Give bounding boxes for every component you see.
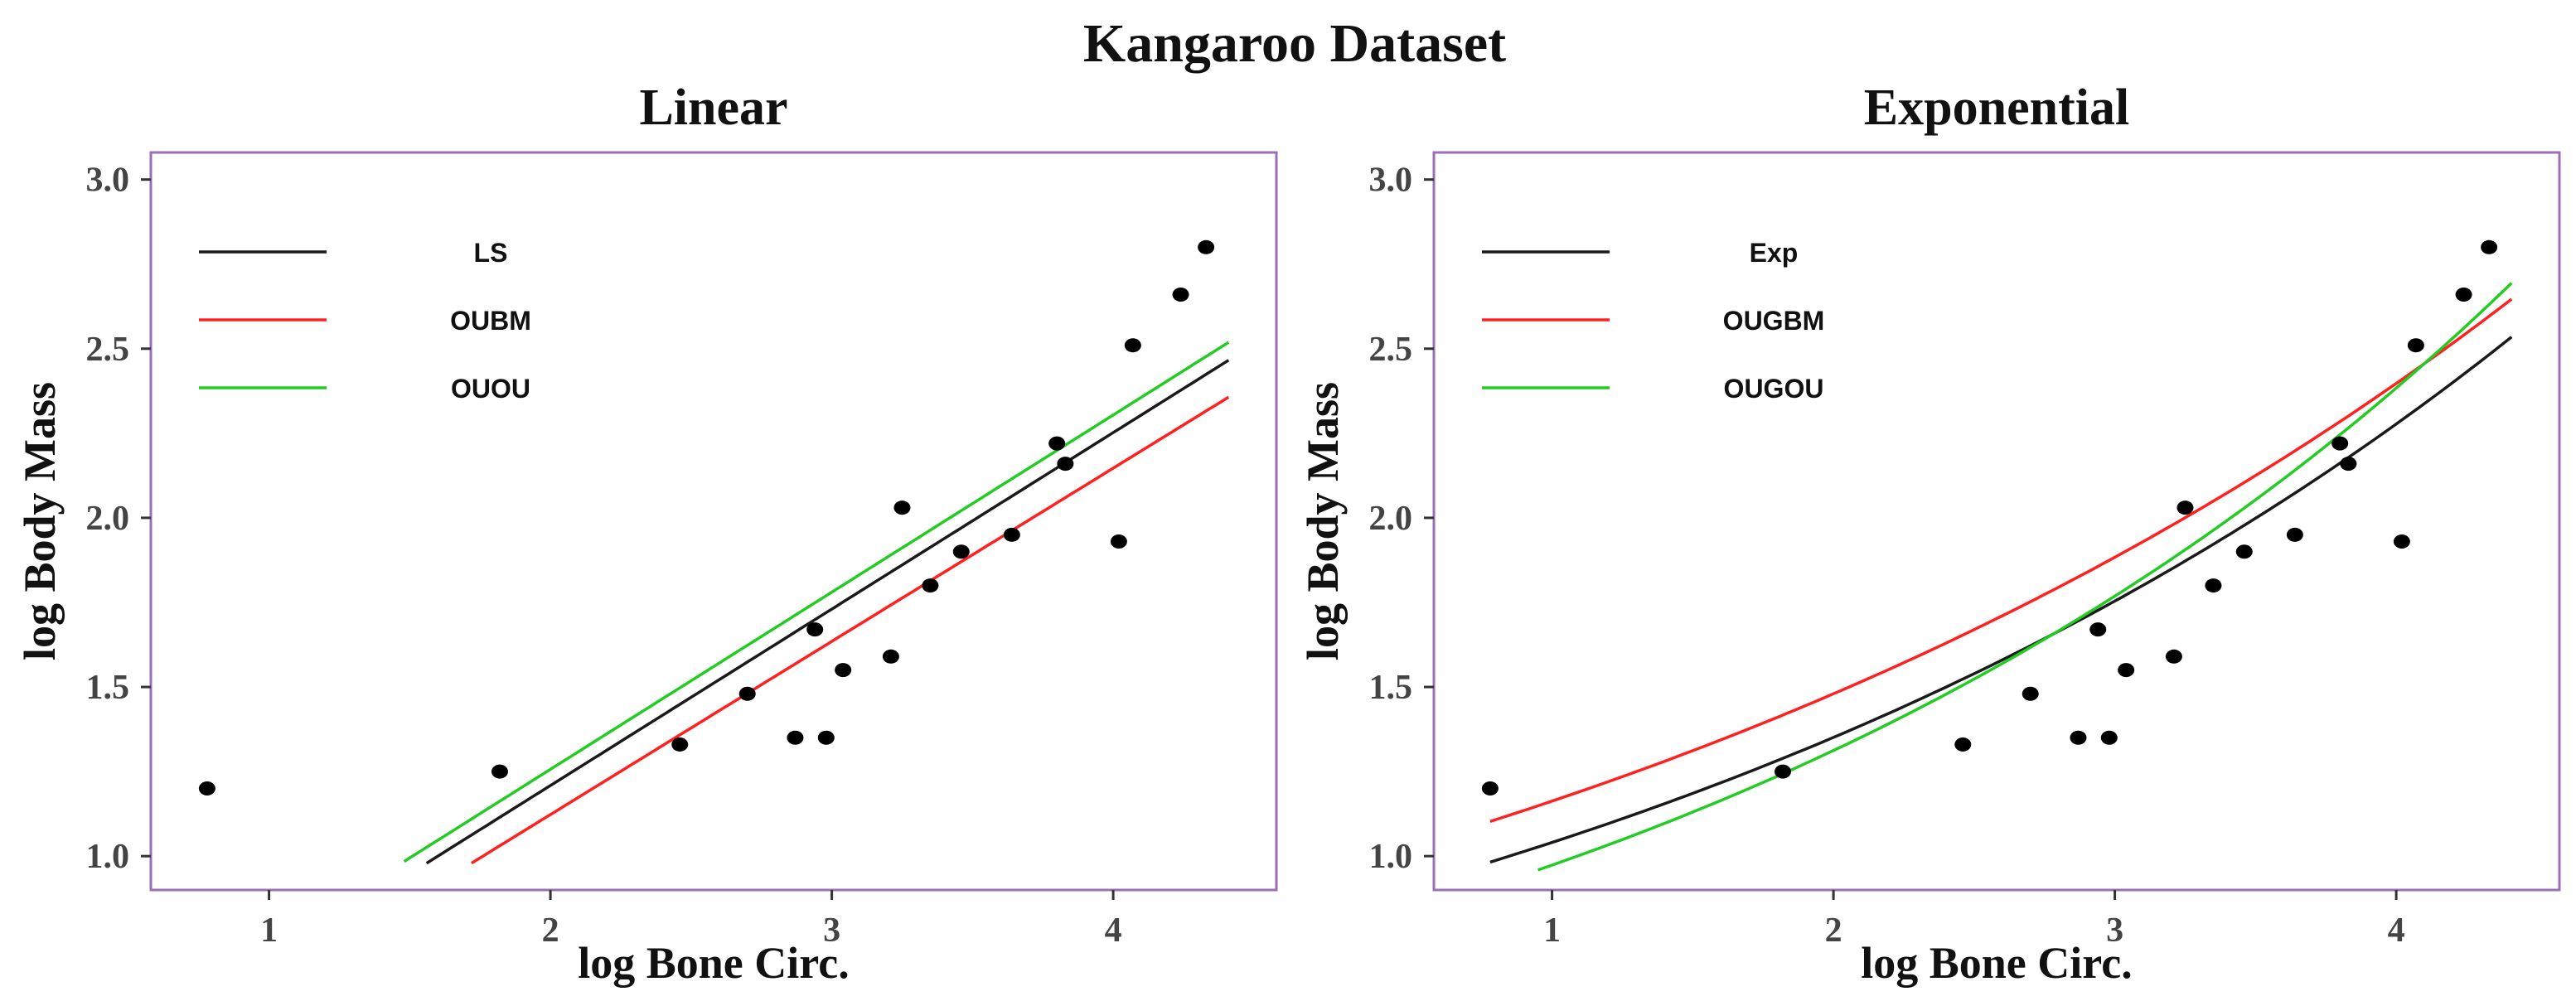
x-tick-label: 3 xyxy=(2106,912,2123,950)
data-point xyxy=(2286,527,2303,542)
data-point xyxy=(2118,663,2135,678)
data-point xyxy=(1110,534,1127,549)
data-point xyxy=(1048,436,1066,451)
y-tick-label: 2.5 xyxy=(86,331,130,369)
data-point xyxy=(2022,686,2039,701)
data-point xyxy=(2407,338,2424,353)
y-tick-label: 1.0 xyxy=(86,838,130,876)
data-point xyxy=(1954,737,1972,752)
data-point xyxy=(835,663,852,678)
data-point xyxy=(738,686,756,701)
data-point xyxy=(2100,730,2118,745)
series-line-exp xyxy=(1489,336,2513,864)
y-axis-label: log Body Mass xyxy=(1298,382,1348,660)
panel-title: Linear xyxy=(639,80,787,136)
data-point xyxy=(2331,436,2349,451)
data-point xyxy=(1198,239,1215,254)
legend-label: OUGBM xyxy=(1723,306,1825,336)
data-point xyxy=(2177,500,2194,515)
series-line-oubm xyxy=(471,395,1230,865)
plot-frame xyxy=(149,151,1278,892)
data-point xyxy=(2393,534,2410,549)
y-tick-label: 1.0 xyxy=(1369,838,1413,876)
x-tick-label: 1 xyxy=(260,912,278,950)
series-line-ougou xyxy=(1537,282,2513,872)
legend-label: OUGOU xyxy=(1724,374,1824,404)
y-tick-label: 3.0 xyxy=(86,162,130,200)
data-point xyxy=(2070,730,2087,745)
y-tick-label: 2.0 xyxy=(1369,500,1413,538)
x-tick-label: 2 xyxy=(1825,912,1842,950)
data-point xyxy=(817,730,835,745)
legend-label: LS xyxy=(474,238,508,268)
data-point xyxy=(2481,239,2498,254)
data-point xyxy=(1172,287,1189,302)
x-tick-label: 3 xyxy=(823,912,840,950)
legend-label: OUOU xyxy=(451,374,530,404)
x-tick-label: 4 xyxy=(2388,912,2405,950)
data-point xyxy=(2205,578,2222,593)
data-point xyxy=(787,730,804,745)
plot-frame xyxy=(1432,151,2561,892)
data-point xyxy=(198,781,215,796)
data-point xyxy=(2165,649,2182,664)
y-tick-label: 3.0 xyxy=(1369,162,1413,200)
data-point xyxy=(1124,338,1141,353)
x-axis-label: log Bone Circ. xyxy=(1861,938,2132,988)
data-point xyxy=(491,764,508,779)
data-point xyxy=(2089,622,2107,637)
data-point xyxy=(2340,457,2357,471)
data-point xyxy=(2455,287,2472,302)
x-tick-label: 2 xyxy=(542,912,559,950)
data-point xyxy=(1774,764,1791,779)
y-tick-label: 2.5 xyxy=(1369,331,1413,369)
x-tick-label: 1 xyxy=(1543,912,1561,950)
exponential-panel: Exponential 1 2 3 4 1.0 1.5 2.0 2.5 3.0 log Bone C… xyxy=(1298,80,2561,988)
x-axis-label: log Bone Circ. xyxy=(578,938,849,988)
data-point xyxy=(806,622,824,637)
series-line-ougbm xyxy=(1489,297,2513,823)
y-tick-label: 1.5 xyxy=(1369,669,1413,707)
data-point xyxy=(1481,781,1499,796)
data-point xyxy=(922,578,939,593)
linear-panel: Linear 1 2 3 4 1.0 1.5 2.0 2.5 3.0 log Bone Circ. l… xyxy=(15,80,1278,988)
series-line-ouou xyxy=(403,341,1230,863)
data-point xyxy=(2235,544,2253,559)
data-point xyxy=(882,649,899,664)
panel-title: Exponential xyxy=(1864,80,2129,136)
data-point xyxy=(671,737,689,752)
x-tick-label: 4 xyxy=(1105,912,1122,950)
y-axis-label: log Body Mass xyxy=(15,382,65,660)
figure-title: Kangaroo Dataset xyxy=(1083,13,1506,74)
data-point xyxy=(1003,527,1020,542)
y-tick-label: 1.5 xyxy=(86,669,130,707)
y-tick-label: 2.0 xyxy=(86,500,130,538)
data-point xyxy=(952,544,970,559)
legend-label: OUBM xyxy=(450,306,531,336)
series-line-ls xyxy=(425,359,1230,865)
legend-label: Exp xyxy=(1750,238,1799,268)
data-point xyxy=(893,500,911,515)
data-point xyxy=(1057,457,1074,471)
